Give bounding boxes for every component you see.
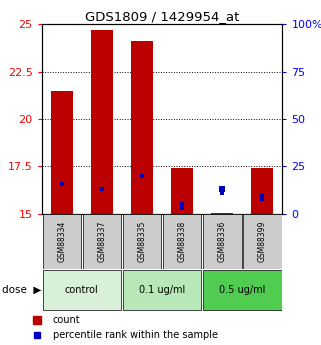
Title: GDS1809 / 1429954_at: GDS1809 / 1429954_at	[85, 10, 239, 23]
Bar	[83, 215, 121, 268]
Bar	[42, 215, 81, 268]
Text: GSM88338: GSM88338	[178, 221, 187, 262]
Bar	[123, 270, 202, 310]
Text: 0.5 ug/ml: 0.5 ug/ml	[219, 285, 265, 295]
Bar	[243, 215, 282, 268]
Bar	[42, 270, 121, 310]
Text: GSM88337: GSM88337	[97, 221, 107, 262]
Text: GSM88336: GSM88336	[218, 221, 227, 262]
Bar	[171, 168, 193, 214]
Bar	[203, 215, 242, 268]
Text: percentile rank within the sample: percentile rank within the sample	[53, 331, 218, 340]
Bar	[51, 90, 73, 214]
Bar	[123, 215, 161, 268]
Bar	[91, 30, 113, 214]
Bar	[163, 215, 202, 268]
Bar	[203, 270, 282, 310]
Text: GSM88334: GSM88334	[57, 221, 66, 262]
Text: count: count	[53, 315, 81, 325]
Text: GSM88335: GSM88335	[137, 221, 147, 262]
Bar	[251, 168, 273, 214]
Text: 0.1 ug/ml: 0.1 ug/ml	[139, 285, 185, 295]
Bar	[131, 41, 153, 214]
Bar	[211, 213, 233, 214]
Text: GSM88399: GSM88399	[258, 221, 267, 262]
Text: control: control	[65, 285, 99, 295]
Text: dose  ▶: dose ▶	[2, 285, 41, 295]
